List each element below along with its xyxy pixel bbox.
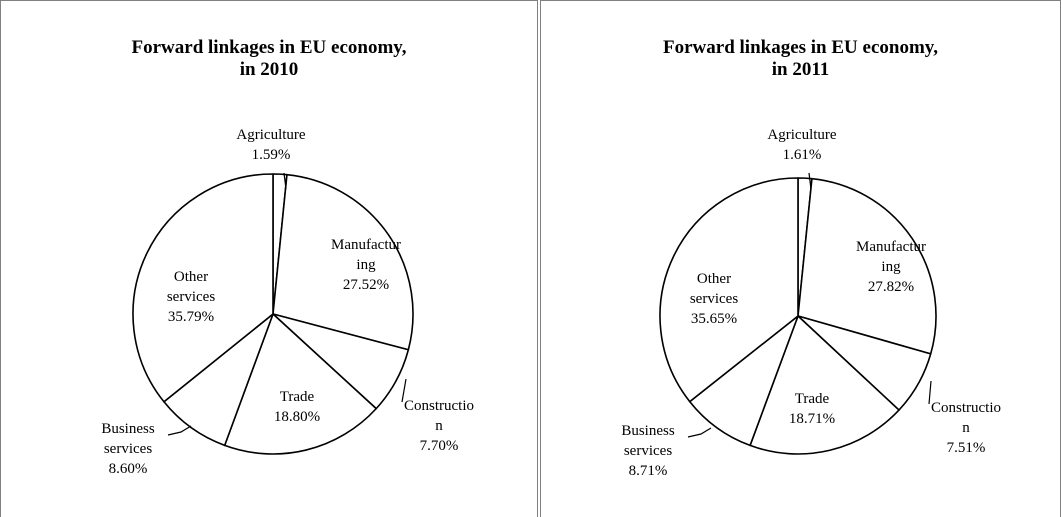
slice-label-other-services: Other services 35.79% xyxy=(167,269,215,325)
slice-name-label: services xyxy=(624,443,672,459)
chart-title-line-1: Forward linkages in EU economy, xyxy=(131,37,407,58)
label-leader-line xyxy=(283,172,287,190)
slice-value-label: 7.51% xyxy=(947,440,986,456)
slice-name-label: Trade xyxy=(795,391,830,407)
slice-value-label: 18.71% xyxy=(789,411,835,427)
label-leader-line xyxy=(687,427,712,438)
pie-slice-trade xyxy=(223,313,377,455)
slice-value-label: 18.80% xyxy=(274,409,320,425)
slice-label-other-services: Other services 35.65% xyxy=(690,271,738,327)
chart-title: Forward linkages in EU economy, in 2010 xyxy=(1,37,537,81)
slice-label-business-services: Business services 8.71% xyxy=(621,423,675,479)
slice-value-label: 1.59% xyxy=(252,147,291,163)
slice-label-agriculture: Agriculture 1.61% xyxy=(767,127,836,163)
chart-panel-2010: Forward linkages in EU economy, in 2010 … xyxy=(0,0,538,517)
chart-title: Forward linkages in EU economy, in 2011 xyxy=(541,37,1060,81)
slice-value-label: 35.79% xyxy=(168,309,214,325)
slice-name-label: services xyxy=(167,289,215,305)
chart-panel-2011: Forward linkages in EU economy, in 2011 … xyxy=(540,0,1061,517)
slice-value-label: 27.82% xyxy=(868,279,914,295)
label-leader-line xyxy=(401,378,407,403)
slice-name-label: ing xyxy=(356,257,376,273)
pie-chart-2010: Agriculture 1.59% Manufactur ing 27.52% Const… xyxy=(101,127,474,477)
slice-value-label: 8.71% xyxy=(629,463,668,479)
slice-label-manufactur-ing: Manufactur ing 27.52% xyxy=(331,237,401,293)
slice-value-label: 35.65% xyxy=(691,311,737,327)
slice-value-label: 8.60% xyxy=(109,461,148,477)
slice-name-label: Constructio xyxy=(404,398,474,414)
slice-label-constructio-n: Constructio n 7.70% xyxy=(404,398,474,454)
slice-value-label: 1.61% xyxy=(783,147,822,163)
slice-label-trade: Trade 18.71% xyxy=(789,391,835,427)
slice-label-business-services: Business services 8.60% xyxy=(101,421,155,477)
chart-title-line-2: in 2011 xyxy=(771,59,830,80)
slice-name-label: Agriculture xyxy=(236,127,305,143)
slice-name-label: Other xyxy=(697,271,731,287)
slice-label-agriculture: Agriculture 1.59% xyxy=(236,127,305,163)
slice-label-trade: Trade 18.80% xyxy=(274,389,320,425)
slice-value-label: 27.52% xyxy=(343,277,389,293)
slice-name-label: Manufactur xyxy=(856,239,926,255)
slice-name-label: n xyxy=(435,418,443,434)
slice-name-label: Other xyxy=(174,269,208,285)
pie-chart-2011: Agriculture 1.61% Manufactur ing 27.82% Const… xyxy=(621,127,1001,479)
slice-name-label: ing xyxy=(881,259,901,275)
slice-label-constructio-n: Constructio n 7.51% xyxy=(931,400,1001,456)
pie-slice-manufactur-ing xyxy=(797,177,937,355)
slice-name-label: Business xyxy=(101,421,155,437)
slice-name-label: Manufactur xyxy=(331,237,401,253)
slice-name-label: services xyxy=(104,441,152,457)
label-leader-line xyxy=(808,172,812,190)
pie-slice-trade xyxy=(749,315,900,455)
slice-value-label: 7.70% xyxy=(420,438,459,454)
slice-label-manufactur-ing: Manufactur ing 27.82% xyxy=(856,239,926,295)
pie-slice-other-services xyxy=(132,173,274,403)
slice-name-label: Constructio xyxy=(931,400,1001,416)
slice-name-label: n xyxy=(962,420,970,436)
label-leader-line xyxy=(167,425,192,436)
pie-slice-manufactur-ing xyxy=(272,173,414,351)
chart-title-line-2: in 2010 xyxy=(239,59,299,80)
chart-title-line-1: Forward linkages in EU economy, xyxy=(663,37,938,58)
slice-name-label: Business xyxy=(621,423,675,439)
slice-name-label: Agriculture xyxy=(767,127,836,143)
pie-slice-other-services xyxy=(659,177,799,403)
slice-name-label: services xyxy=(690,291,738,307)
label-leader-line xyxy=(928,380,932,405)
slice-name-label: Trade xyxy=(280,389,315,405)
